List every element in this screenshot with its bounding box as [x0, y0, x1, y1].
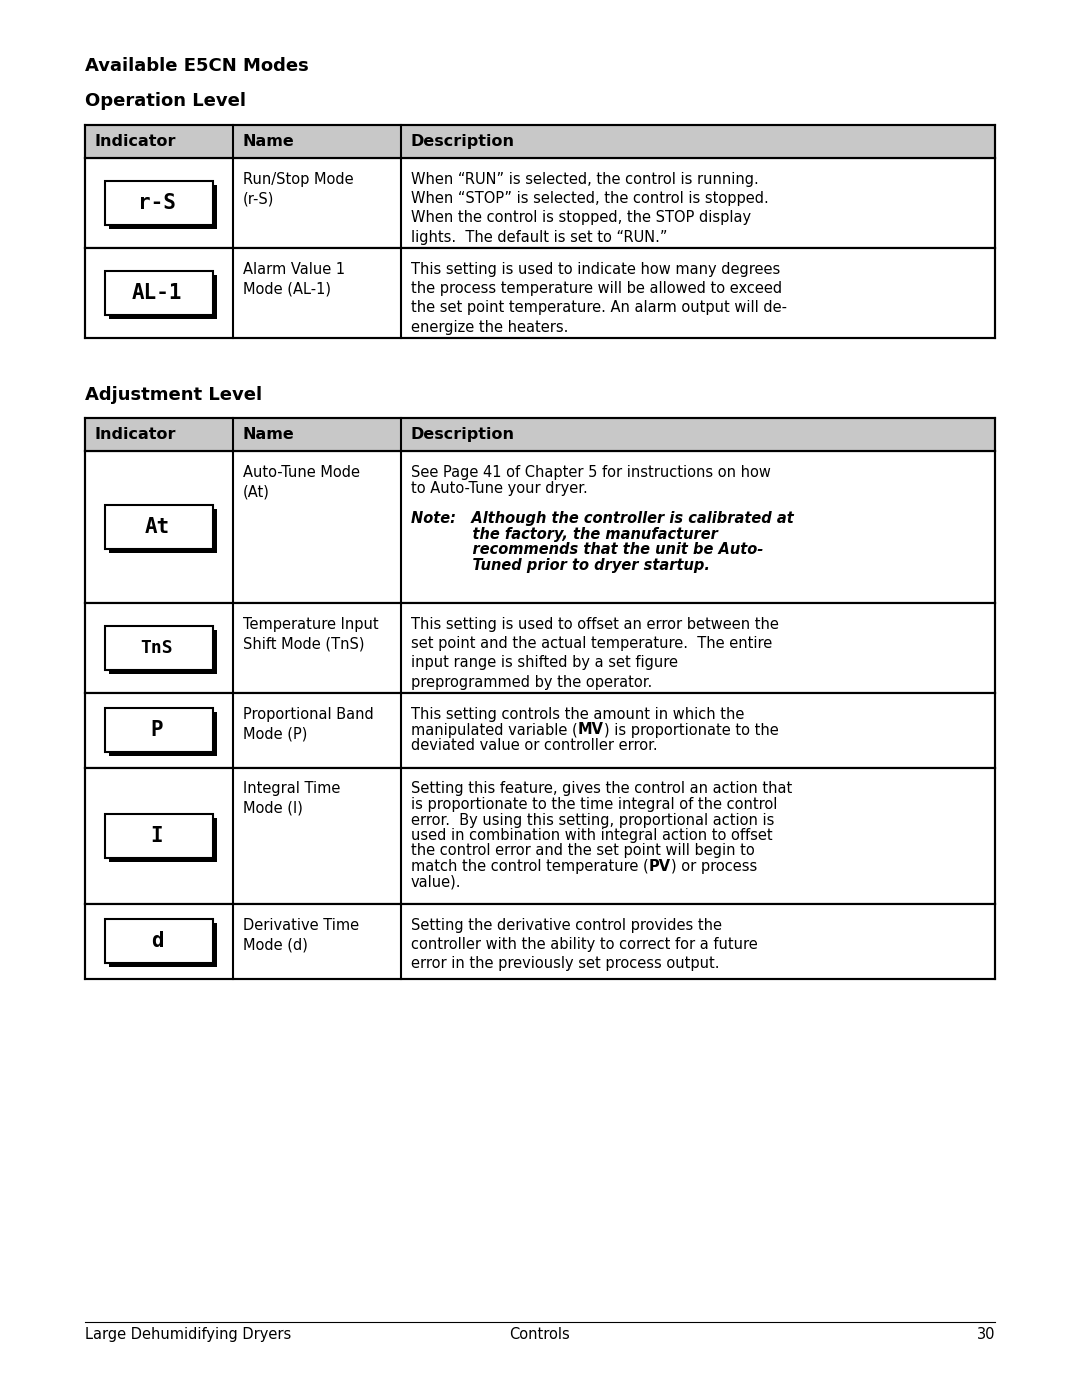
Text: Tuned prior to dryer startup.: Tuned prior to dryer startup. [411, 557, 710, 573]
Text: Description: Description [411, 427, 515, 441]
Text: Adjustment Level: Adjustment Level [85, 386, 262, 404]
Text: the control error and the set point will begin to: the control error and the set point will… [411, 844, 755, 859]
Text: When “RUN” is selected, the control is running.
When “STOP” is selected, the con: When “RUN” is selected, the control is r… [411, 172, 769, 244]
Bar [109, 275, 217, 319]
Text: Large Dehumidifying Dryers: Large Dehumidifying Dryers [85, 1327, 292, 1343]
Bar [105, 626, 213, 671]
Text: is proportionate to the time integral of the control: is proportionate to the time integral of… [411, 798, 778, 812]
Bar [105, 919, 213, 964]
Text: r-S: r-S [138, 193, 176, 212]
Bar [109, 712, 217, 756]
Text: ) is proportionate to the: ) is proportionate to the [604, 722, 779, 738]
Text: Controls: Controls [510, 1327, 570, 1343]
Text: TnS: TnS [140, 638, 173, 657]
Text: deviated value or controller error.: deviated value or controller error. [411, 738, 658, 753]
Text: recommends that the unit be Auto-: recommends that the unit be Auto- [411, 542, 764, 557]
Text: Setting the derivative control provides the
controller with the ability to corre: Setting the derivative control provides … [411, 918, 758, 971]
Text: This setting is used to indicate how many degrees
the process temperature will b: This setting is used to indicate how man… [411, 263, 787, 335]
Text: the factory, the manufacturer: the factory, the manufacturer [411, 527, 718, 542]
Text: Indicator: Indicator [95, 134, 176, 149]
Bar [105, 708, 213, 752]
Text: At: At [145, 517, 170, 536]
Text: used in combination with integral action to offset: used in combination with integral action… [411, 828, 772, 842]
Text: Setting this feature, gives the control an action that: Setting this feature, gives the control … [411, 781, 793, 796]
Bar [105, 182, 213, 225]
Text: Temperature Input
Shift Mode (TnS): Temperature Input Shift Mode (TnS) [243, 617, 379, 651]
Text: d: d [151, 932, 163, 951]
Bar [85, 451, 995, 604]
Bar [85, 904, 995, 978]
Bar [85, 124, 995, 158]
Bar [105, 813, 213, 858]
Text: ) or process: ) or process [671, 859, 757, 875]
Text: manipulated variable (: manipulated variable ( [411, 722, 578, 738]
Text: Integral Time
Mode (I): Integral Time Mode (I) [243, 781, 340, 816]
Bar [109, 184, 217, 229]
Text: Auto-Tune Mode
(At): Auto-Tune Mode (At) [243, 465, 360, 499]
Text: value).: value). [411, 875, 461, 890]
Text: This setting controls the amount in which the: This setting controls the amount in whic… [411, 707, 744, 722]
Text: Operation Level: Operation Level [85, 92, 246, 110]
Bar [85, 158, 995, 249]
Text: Name: Name [243, 134, 295, 149]
Text: P: P [151, 721, 163, 740]
Bar [105, 504, 213, 549]
Text: See Page 41 of Chapter 5 for instructions on how: See Page 41 of Chapter 5 for instruction… [411, 465, 771, 481]
Text: Derivative Time
Mode (d): Derivative Time Mode (d) [243, 918, 360, 953]
Text: Description: Description [411, 134, 515, 149]
Text: Alarm Value 1
Mode (AL-1): Alarm Value 1 Mode (AL-1) [243, 263, 346, 296]
Text: to Auto-Tune your dryer.: to Auto-Tune your dryer. [411, 481, 588, 496]
Bar [109, 817, 217, 862]
Bar [85, 604, 995, 693]
Text: Proportional Band
Mode (P): Proportional Band Mode (P) [243, 707, 374, 742]
Text: Run/Stop Mode
(r-S): Run/Stop Mode (r-S) [243, 172, 353, 207]
Bar [109, 509, 217, 553]
Text: 30: 30 [976, 1327, 995, 1343]
Text: error.  By using this setting, proportional action is: error. By using this setting, proportion… [411, 813, 774, 827]
Text: PV: PV [649, 859, 671, 875]
Bar [109, 923, 217, 967]
Text: Available E5CN Modes: Available E5CN Modes [85, 57, 309, 75]
Text: I: I [151, 826, 163, 845]
Text: Name: Name [243, 427, 295, 441]
Bar [105, 271, 213, 314]
Bar [85, 418, 995, 451]
Text: AL-1: AL-1 [132, 284, 183, 303]
Text: Indicator: Indicator [95, 427, 176, 441]
Bar [85, 693, 995, 767]
Bar [85, 767, 995, 904]
Bar [109, 630, 217, 673]
Text: Note:   Although the controller is calibrated at: Note: Although the controller is calibra… [411, 511, 794, 527]
Bar [85, 249, 995, 338]
Text: MV: MV [578, 722, 604, 738]
Text: match the control temperature (: match the control temperature ( [411, 859, 649, 875]
Text: This setting is used to offset an error between the
set point and the actual tem: This setting is used to offset an error … [411, 617, 779, 690]
